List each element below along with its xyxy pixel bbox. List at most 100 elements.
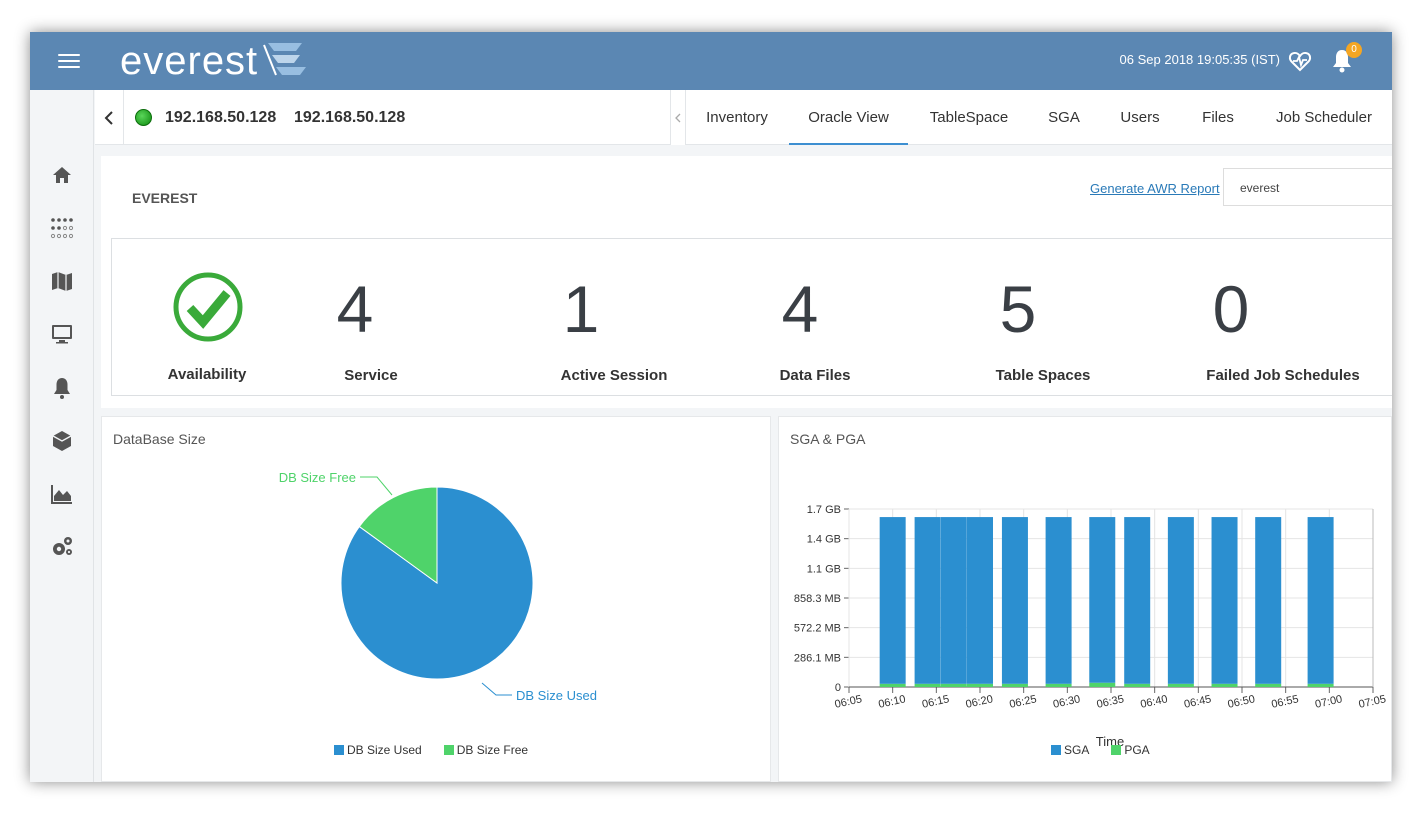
tab-job-scheduler[interactable]: Job Scheduler xyxy=(1276,109,1372,126)
stat-value: 1 xyxy=(562,272,600,346)
x-tick-label: 06:20 xyxy=(965,693,994,710)
x-tick-label: 06:55 xyxy=(1270,693,1299,710)
bar-pga[interactable] xyxy=(1167,683,1194,687)
legend-item-db-size-free[interactable]: DB Size Free xyxy=(443,743,529,757)
sga-pga-panel: SGA & PGA 0 286.1 MB 572.2 MB 858.3 MB 1.1 G… xyxy=(778,416,1392,782)
tab-users[interactable]: Users xyxy=(1120,109,1160,126)
bar-pga[interactable] xyxy=(967,683,993,687)
bar-pga[interactable] xyxy=(879,683,906,687)
host-ip: 192.168.50.128 xyxy=(165,109,277,126)
host-status-icon xyxy=(135,109,152,126)
y-tick-label: 286.1 MB xyxy=(794,652,841,664)
bar-sga[interactable] xyxy=(1307,517,1334,684)
tab-inventory[interactable]: Inventory xyxy=(706,109,768,126)
legend-label: DB Size Used xyxy=(347,743,422,757)
map-icon[interactable] xyxy=(50,269,74,293)
stat-value: 5 xyxy=(999,272,1037,346)
legend-swatch xyxy=(443,745,454,755)
top-bar: everest 06 Sep 2018 19:05:35 (IST) 0 xyxy=(30,32,1392,90)
bar-pga[interactable] xyxy=(940,683,967,687)
pie-label-used: DB Size Used xyxy=(516,688,597,703)
x-tick-label: 07:05 xyxy=(1358,693,1387,710)
bar-pga[interactable] xyxy=(1307,683,1334,687)
bar-pga[interactable] xyxy=(1001,683,1028,687)
pie-label-free: DB Size Free xyxy=(279,470,356,485)
tab-bar: Inventory Oracle View TableSpace SGA Use… xyxy=(686,90,1392,145)
bar-sga[interactable] xyxy=(1001,517,1028,684)
database-select[interactable]: everest xyxy=(1223,168,1392,206)
gears-icon[interactable] xyxy=(50,535,74,559)
bar-pga[interactable] xyxy=(1045,683,1072,687)
heart-pulse-icon[interactable] xyxy=(1288,49,1312,73)
notification-count-badge: 0 xyxy=(1346,42,1362,58)
database-summary-panel: EVEREST Generate AWR Report everest Avai… xyxy=(101,156,1392,408)
generate-awr-report-link[interactable]: Generate AWR Report xyxy=(1090,181,1220,196)
tab-sga[interactable]: SGA xyxy=(1048,109,1080,126)
chevron-left-icon xyxy=(675,113,681,122)
tab-files[interactable]: Files xyxy=(1202,109,1234,126)
tab-oracle-view[interactable]: Oracle View xyxy=(789,90,908,145)
stat-failed-job-schedules: 0 Failed Job Schedules xyxy=(1188,239,1378,397)
legend-label: SGA xyxy=(1064,743,1090,757)
panel-title: SGA & PGA xyxy=(790,431,866,447)
bar-sga[interactable] xyxy=(1167,517,1194,684)
database-size-panel: DataBase Size DB Size Free DB Size Used … xyxy=(101,416,771,782)
pie-slice-db-size-free[interactable] xyxy=(358,486,438,584)
grid-dots-icon[interactable] xyxy=(50,216,74,240)
bell-icon[interactable] xyxy=(50,376,74,400)
stat-availability: Availability xyxy=(132,239,282,397)
bar-sga[interactable] xyxy=(1211,517,1238,684)
stat-table-spaces: 5 Table Spaces xyxy=(968,239,1118,397)
bar-sga[interactable] xyxy=(914,517,941,684)
stat-label: Table Spaces xyxy=(995,367,1091,384)
bar-pga[interactable] xyxy=(1211,683,1238,687)
bar-sga[interactable] xyxy=(1045,517,1072,684)
host-name: 192.168.50.128 xyxy=(294,109,406,126)
stat-label: Active Session xyxy=(560,367,668,384)
bar-sga[interactable] xyxy=(940,517,967,684)
check-circle-icon xyxy=(173,272,243,342)
y-tick-label: 572.2 MB xyxy=(794,623,841,635)
cube-icon[interactable] xyxy=(50,429,74,453)
bar-sga[interactable] xyxy=(967,517,993,684)
bar-pga[interactable] xyxy=(914,683,941,687)
stat-value: 4 xyxy=(336,272,374,346)
legend-item-sga[interactable]: SGA xyxy=(1051,743,1089,757)
stat-label: Failed Job Schedules xyxy=(1206,367,1360,384)
bar-pga[interactable] xyxy=(1089,682,1116,687)
stat-data-files: 4 Data Files xyxy=(752,239,878,397)
bar-sga[interactable] xyxy=(1089,517,1116,683)
y-tick-label: 1.1 GB xyxy=(807,563,841,575)
legend-label: PGA xyxy=(1124,743,1150,757)
legend-item-db-size-used[interactable]: DB Size Used xyxy=(334,743,422,757)
stat-active-session: 1 Active Session xyxy=(536,239,692,397)
panel-title: DataBase Size xyxy=(113,431,206,447)
x-tick-label: 06:15 xyxy=(921,693,950,710)
bar-sga[interactable] xyxy=(1255,517,1282,684)
pie-legend: DB Size Used DB Size Free xyxy=(334,743,528,757)
stats-row: Availability 4 Service 1 Active Session … xyxy=(111,238,1392,396)
legend-label: DB Size Free xyxy=(456,743,529,757)
stat-label: Service xyxy=(344,367,398,384)
bar-sga[interactable] xyxy=(879,517,906,684)
datetime-display: 06 Sep 2018 19:05:35 (IST) xyxy=(1119,52,1280,67)
x-tick-label: 06:25 xyxy=(1008,693,1037,710)
bar-pga[interactable] xyxy=(1124,683,1151,687)
back-button[interactable] xyxy=(95,90,124,145)
tab-tablespace[interactable]: TableSpace xyxy=(929,109,1009,126)
area-chart-icon[interactable] xyxy=(50,482,74,506)
logo: everest xyxy=(120,38,308,84)
monitor-icon[interactable] xyxy=(50,322,74,346)
legend-item-pga[interactable]: PGA xyxy=(1111,743,1150,757)
stat-service: 4 Service xyxy=(296,239,446,397)
home-icon[interactable] xyxy=(50,163,74,187)
y-tick-label: 1.7 GB xyxy=(807,504,841,516)
bar-pga[interactable] xyxy=(1255,683,1282,687)
tabs-scroll-left-button[interactable] xyxy=(670,90,686,145)
stat-label: Availability xyxy=(167,366,247,383)
hamburger-menu-icon[interactable] xyxy=(58,50,80,72)
logo-text: everest xyxy=(120,39,259,83)
bar-sga[interactable] xyxy=(1124,517,1151,684)
stat-value: 0 xyxy=(1212,272,1250,346)
app-window: everest 06 Sep 2018 19:05:35 (IST) 0 xyxy=(30,32,1392,782)
